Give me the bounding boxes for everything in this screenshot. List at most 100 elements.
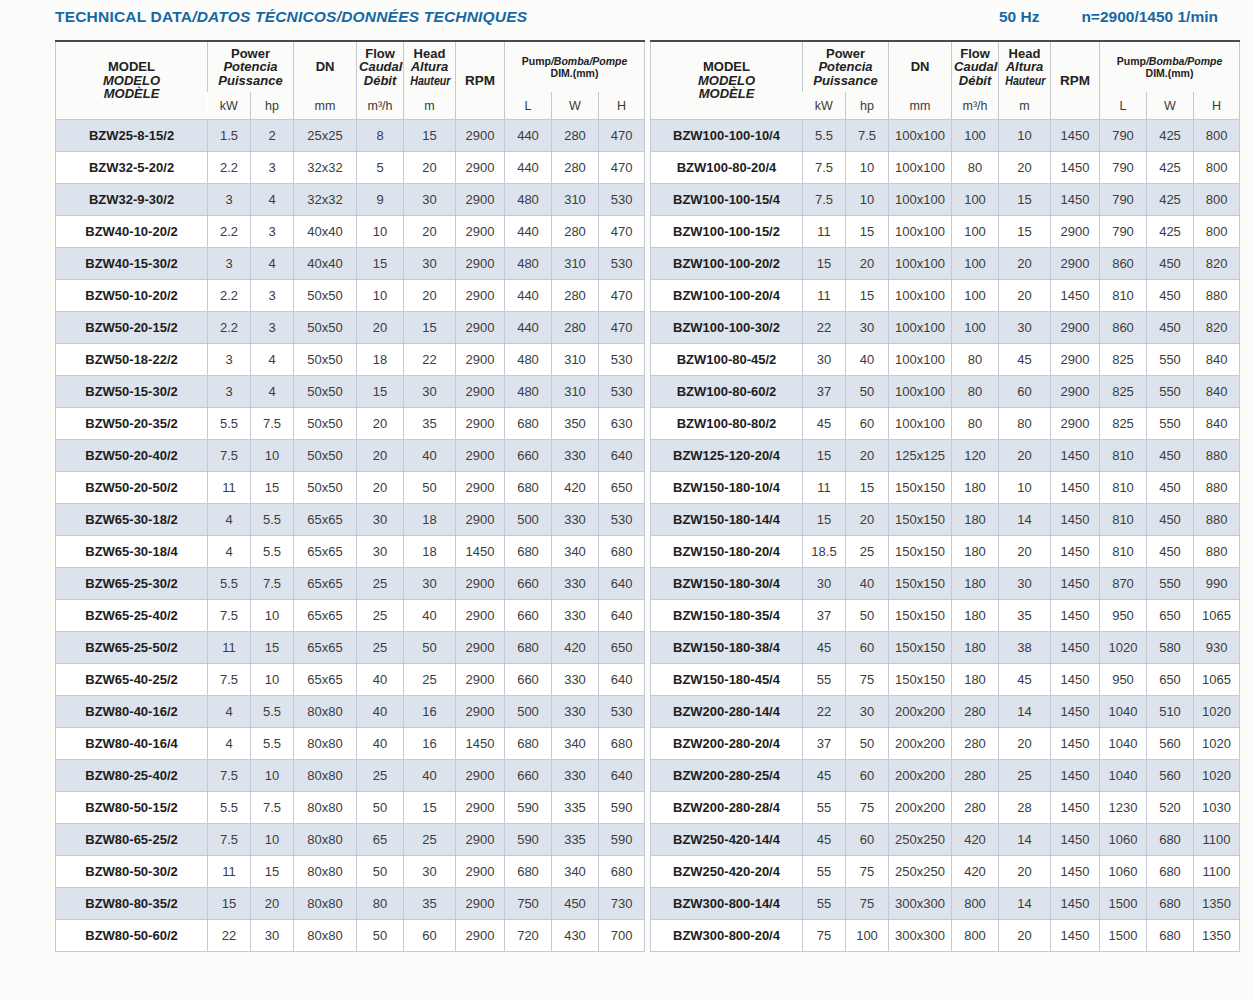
value-cell: 680 [505,536,552,568]
value-cell: 75 [803,920,846,952]
value-cell: 1500 [1100,888,1147,920]
value-cell: 125x125 [889,440,952,472]
value-cell: 120 [952,440,999,472]
value-cell: 680 [1147,824,1194,856]
value-cell: 580 [1147,632,1194,664]
page-header: TECHNICAL DATA/DATOS TÉCNICOS/DONNÉES TE… [55,8,1228,34]
value-cell: 40 [404,600,456,632]
value-cell: 4 [251,344,294,376]
value-cell: 15 [803,248,846,280]
value-cell: 14 [999,824,1051,856]
value-cell: 680 [1147,888,1194,920]
model-header: MODEL MODELO MODÈLE [651,41,803,120]
value-cell: 25 [846,536,889,568]
value-cell: 15 [251,856,294,888]
model-cell: BZW100-100-20/2 [651,248,803,280]
value-cell: 37 [803,376,846,408]
value-cell: 40x40 [294,216,357,248]
table-row: BZW50-10-20/22.2350x5010202900440280470 [56,280,645,312]
value-cell: 20 [357,312,404,344]
table-row: BZW100-80-80/24560100x100808029008255508… [651,408,1240,440]
value-cell: 2900 [456,504,505,536]
value-cell: 470 [599,120,645,152]
value-cell: 18 [404,536,456,568]
value-cell: 1450 [1051,184,1100,216]
value-cell: 50 [404,632,456,664]
value-cell: 180 [952,504,999,536]
value-cell: 14 [999,696,1051,728]
value-cell: 200x200 [889,760,952,792]
value-cell: 530 [599,184,645,216]
value-cell: 18 [404,504,456,536]
value-cell: 2900 [456,888,505,920]
value-cell: 450 [552,888,599,920]
value-cell: 7.5 [251,408,294,440]
value-cell: 30 [404,248,456,280]
power-header: Power Potencia Puissance [208,41,294,92]
tables-container: MODEL MODELO MODÈLE Power Potencia Puiss… [55,40,1228,952]
value-cell: 650 [1147,664,1194,696]
value-cell: 50x50 [294,376,357,408]
model-cell: BZW80-40-16/4 [56,728,208,760]
value-cell: 28 [999,792,1051,824]
value-cell: 440 [505,120,552,152]
value-cell: 20 [999,920,1051,952]
value-cell: 180 [952,600,999,632]
value-cell: 880 [1194,504,1240,536]
value-cell: 660 [505,760,552,792]
model-cell: BZW80-50-60/2 [56,920,208,952]
table-row: BZW150-180-45/45575150x15018045145095065… [651,664,1240,696]
table-row: BZW50-20-35/25.57.550x502035290068035063… [56,408,645,440]
table-row: BZW250-420-20/45575250x25042020145010606… [651,856,1240,888]
value-cell: 50 [846,728,889,760]
model-cell: BZW32-5-20/2 [56,152,208,184]
value-cell: 560 [1147,728,1194,760]
value-cell: 810 [1100,280,1147,312]
value-cell: 790 [1100,216,1147,248]
value-cell: 30 [803,568,846,600]
value-cell: 100x100 [889,216,952,248]
value-cell: 1450 [1051,888,1100,920]
value-cell: 2900 [456,152,505,184]
value-cell: 310 [552,248,599,280]
table-row: BZW80-65-25/27.51080x8065252900590335590 [56,824,645,856]
value-cell: 3 [208,376,251,408]
value-cell: 550 [1147,376,1194,408]
value-cell: 330 [552,568,599,600]
value-cell: 4 [251,376,294,408]
model-header: MODEL MODELO MODÈLE [56,41,208,120]
value-cell: 10 [251,440,294,472]
value-cell: 1040 [1100,760,1147,792]
page-title: TECHNICAL DATA/DATOS TÉCNICOS/DONNÉES TE… [55,8,527,26]
value-cell: 2 [251,120,294,152]
value-cell: 20 [404,152,456,184]
value-cell: 5.5 [208,408,251,440]
value-cell: 1040 [1100,696,1147,728]
table-row: BZW100-100-15/47.510100x1001001514507904… [651,184,1240,216]
value-cell: 60 [846,824,889,856]
value-cell: 65 [357,824,404,856]
model-cell: BZW150-180-30/4 [651,568,803,600]
value-cell: 640 [599,760,645,792]
value-cell: 1450 [1051,472,1100,504]
value-cell: 2900 [456,600,505,632]
value-cell: 2900 [456,216,505,248]
value-cell: 1060 [1100,824,1147,856]
value-cell: 2900 [456,120,505,152]
value-cell: 2900 [1051,216,1100,248]
value-cell: 7.5 [846,120,889,152]
model-cell: BZW100-80-20/4 [651,152,803,184]
value-cell: 840 [1194,344,1240,376]
value-cell: 20 [357,408,404,440]
value-cell: 880 [1194,280,1240,312]
value-cell: 1450 [1051,440,1100,472]
value-cell: 2900 [456,376,505,408]
value-cell: 25 [357,760,404,792]
table-row: BZW150-180-20/418.525150x150180201450810… [651,536,1240,568]
value-cell: 150x150 [889,536,952,568]
model-cell: BZW100-80-45/2 [651,344,803,376]
value-cell: 860 [1100,312,1147,344]
value-cell: 3 [251,312,294,344]
value-cell: 40 [357,696,404,728]
value-cell: 2.2 [208,216,251,248]
